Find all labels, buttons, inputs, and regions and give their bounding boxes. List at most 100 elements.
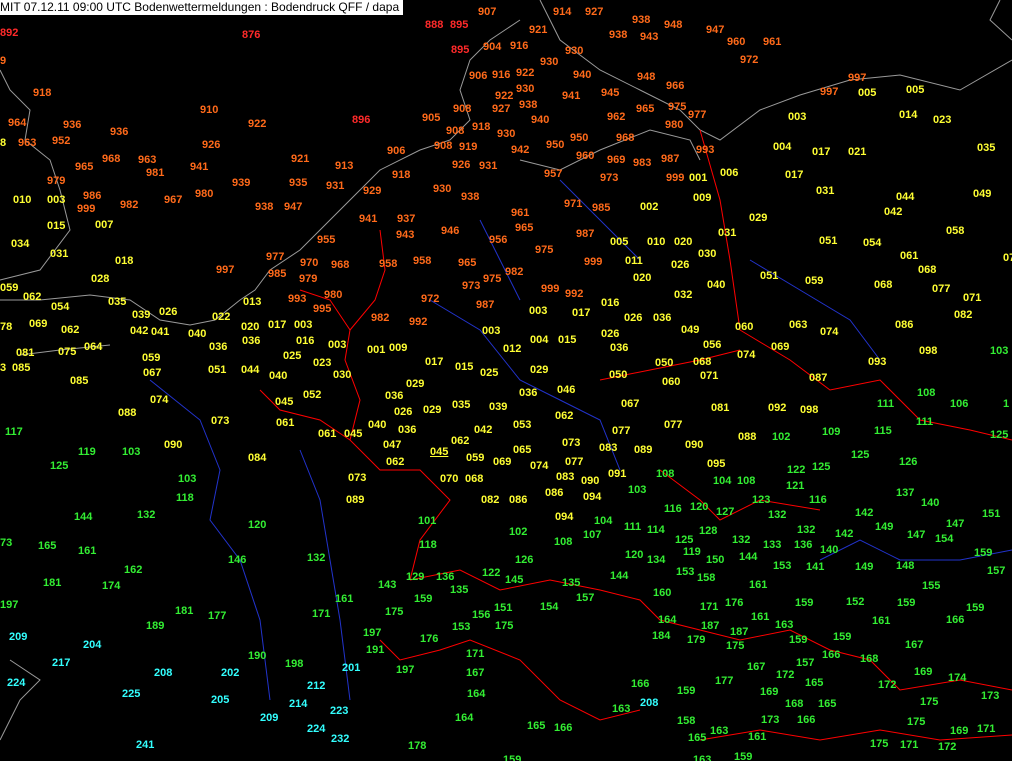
station-reading: 049 bbox=[681, 324, 700, 336]
station-reading: 921 bbox=[529, 24, 548, 36]
station-reading: 032 bbox=[674, 289, 693, 301]
station-reading: 069 bbox=[771, 341, 790, 353]
station-reading: 125 bbox=[851, 449, 870, 461]
station-reading: 973 bbox=[600, 172, 619, 184]
station-reading: 005 bbox=[610, 236, 629, 248]
station-reading: 992 bbox=[565, 288, 584, 300]
station-reading: 987 bbox=[661, 153, 680, 165]
station-reading: 053 bbox=[513, 419, 532, 431]
station-reading: 914 bbox=[553, 6, 572, 18]
station-reading: 942 bbox=[511, 144, 530, 156]
station-reading: 208 bbox=[640, 697, 659, 709]
station-reading: 036 bbox=[519, 387, 538, 399]
station-reading: 165 bbox=[38, 540, 57, 552]
station-reading: 972 bbox=[421, 293, 440, 305]
station-reading: 103 bbox=[628, 484, 647, 496]
station-reading: 187 bbox=[730, 626, 749, 638]
station-reading: 045 bbox=[275, 396, 294, 408]
station-reading: 111 bbox=[877, 398, 895, 410]
station-reading: 966 bbox=[666, 80, 685, 92]
station-reading: 013 bbox=[243, 296, 262, 308]
station-reading: 946 bbox=[441, 225, 460, 237]
station-reading: 017 bbox=[785, 169, 804, 181]
station-reading: 224 bbox=[7, 677, 26, 689]
station-reading: 040 bbox=[269, 370, 288, 382]
station-reading: 948 bbox=[637, 71, 656, 83]
station-reading: 074 bbox=[820, 326, 839, 338]
station-reading: 004 bbox=[530, 334, 549, 346]
station-reading: 163 bbox=[693, 754, 712, 761]
station-reading: 118 bbox=[419, 539, 437, 551]
station-reading: 020 bbox=[674, 236, 693, 248]
station-reading: 175 bbox=[726, 640, 745, 652]
station-reading: 8 bbox=[0, 137, 7, 149]
station-reading: 979 bbox=[299, 273, 318, 285]
station-reading: 115 bbox=[874, 425, 892, 437]
station-reading: 036 bbox=[653, 312, 672, 324]
station-reading: 120 bbox=[690, 501, 709, 513]
station-reading: 142 bbox=[835, 528, 854, 540]
station-reading: 126 bbox=[515, 554, 534, 566]
station-reading: 009 bbox=[389, 342, 408, 354]
station-reading: 051 bbox=[819, 235, 838, 247]
station-reading: 968 bbox=[102, 153, 121, 165]
station-reading: 075 bbox=[58, 346, 77, 358]
station-reading: 114 bbox=[647, 524, 665, 536]
station-reading: 119 bbox=[683, 546, 701, 558]
station-reading: 972 bbox=[740, 54, 759, 66]
station-reading: 906 bbox=[387, 145, 406, 157]
station-reading: 051 bbox=[208, 364, 227, 376]
station-reading: 168 bbox=[860, 653, 879, 665]
station-reading: 084 bbox=[248, 452, 267, 464]
station-reading: 140 bbox=[921, 497, 940, 509]
station-reading: 082 bbox=[481, 494, 500, 506]
station-reading: 073 bbox=[562, 437, 581, 449]
station-reading: 039 bbox=[489, 401, 508, 413]
station-reading: 090 bbox=[685, 439, 704, 451]
station-reading: 087 bbox=[809, 372, 828, 384]
station-reading: 157 bbox=[987, 565, 1006, 577]
station-reading: 003 bbox=[294, 319, 313, 331]
station-reading: 135 bbox=[450, 584, 469, 596]
station-reading: 068 bbox=[918, 264, 937, 276]
station-reading: 175 bbox=[907, 716, 926, 728]
station-reading: 9 bbox=[0, 55, 7, 67]
station-reading: 201 bbox=[342, 662, 361, 674]
station-reading: 101 bbox=[418, 515, 437, 527]
station-reading: 125 bbox=[812, 461, 831, 473]
station-reading: 095 bbox=[707, 458, 726, 470]
station-reading: 062 bbox=[451, 435, 470, 447]
station-reading: 165 bbox=[805, 677, 824, 689]
station-reading: 156 bbox=[472, 609, 491, 621]
station-reading: 147 bbox=[907, 529, 926, 541]
station-reading: 177 bbox=[715, 675, 734, 687]
station-reading: 004 bbox=[773, 141, 792, 153]
station-reading: 07 bbox=[1003, 252, 1012, 264]
station-reading: 093 bbox=[868, 356, 887, 368]
station-reading: 117 bbox=[5, 426, 23, 438]
station-reading: 172 bbox=[938, 741, 957, 753]
station-reading: 025 bbox=[283, 350, 302, 362]
station-reading: 158 bbox=[677, 715, 696, 727]
station-reading: 094 bbox=[555, 511, 574, 523]
station-reading: 141 bbox=[806, 561, 825, 573]
station-reading: 970 bbox=[300, 257, 319, 269]
station-reading: 121 bbox=[786, 480, 805, 492]
station-reading: 135 bbox=[562, 577, 581, 589]
station-reading: 125 bbox=[990, 429, 1009, 441]
station-reading: 120 bbox=[625, 549, 644, 561]
station-reading: 039 bbox=[132, 309, 151, 321]
station-reading: 082 bbox=[954, 309, 973, 321]
station-reading: 103 bbox=[178, 473, 197, 485]
station-reading: 050 bbox=[609, 369, 628, 381]
station-reading: 062 bbox=[23, 291, 42, 303]
station-reading: 184 bbox=[652, 630, 671, 642]
station-reading: 175 bbox=[495, 620, 514, 632]
station-reading: 108 bbox=[917, 387, 936, 399]
station-reading: 153 bbox=[773, 560, 792, 572]
coastlines bbox=[0, 0, 1012, 741]
station-reading: 136 bbox=[794, 539, 813, 551]
station-reading: 151 bbox=[982, 508, 1001, 520]
station-reading: 107 bbox=[583, 529, 602, 541]
station-reading: 086 bbox=[895, 319, 914, 331]
